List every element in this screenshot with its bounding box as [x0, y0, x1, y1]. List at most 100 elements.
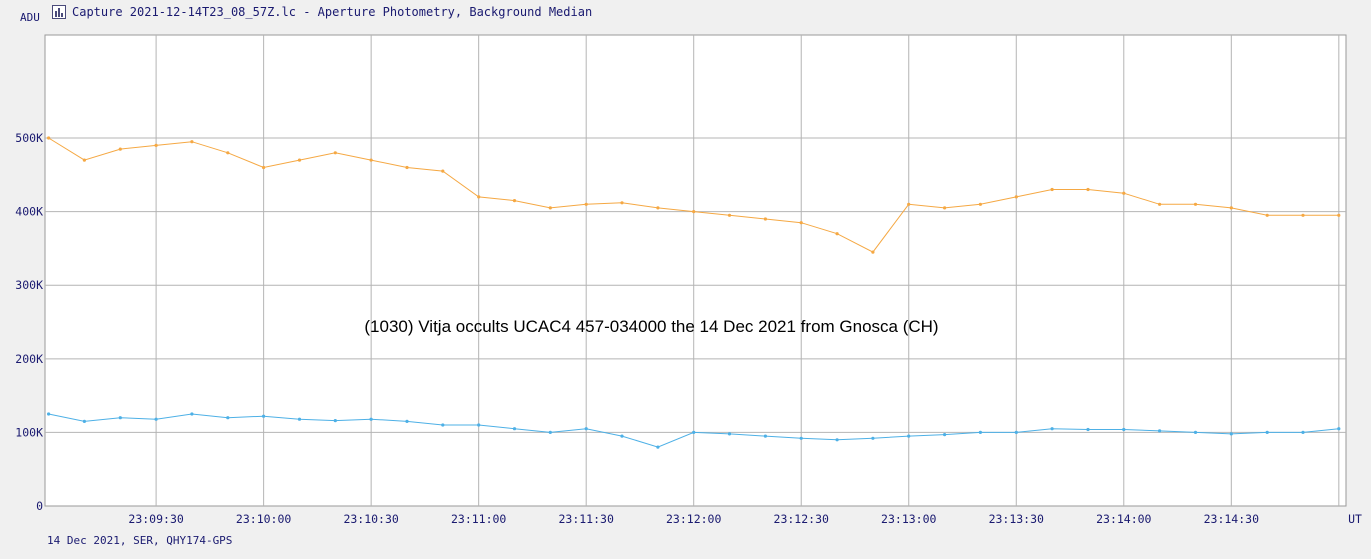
- data-point: [333, 151, 337, 155]
- chart-icon[interactable]: [52, 5, 66, 19]
- data-point: [1265, 430, 1269, 434]
- data-point: [548, 430, 552, 434]
- data-point: [763, 434, 768, 438]
- data-point: [262, 414, 266, 418]
- data-point: [405, 165, 409, 170]
- y-ticks: 0 100K 200K 300K 400K 500K: [15, 131, 43, 513]
- data-point: [1301, 213, 1305, 217]
- data-point: [441, 423, 445, 427]
- data-point: [82, 419, 86, 423]
- data-point: [727, 432, 732, 436]
- data-point: [799, 436, 803, 440]
- data-point: [978, 202, 983, 206]
- data-point: [656, 445, 660, 449]
- data-point: [799, 221, 803, 225]
- data-point: [47, 136, 51, 140]
- data-point: [441, 169, 445, 173]
- x-tick-label: 23:09:30: [128, 512, 183, 526]
- data-point: [1337, 427, 1341, 431]
- data-point: [154, 417, 158, 421]
- x-axis-label: UT: [1348, 512, 1362, 526]
- data-point: [1122, 427, 1126, 432]
- y-tick-label: 200K: [15, 352, 43, 366]
- data-point: [871, 436, 875, 440]
- data-point: [1337, 213, 1341, 217]
- data-point: [692, 430, 696, 434]
- data-point: [47, 412, 51, 416]
- x-tick-label: 23:10:00: [236, 512, 291, 526]
- data-point: [118, 416, 122, 420]
- footer-info: 14 Dec 2021, SER, QHY174-GPS: [47, 534, 233, 547]
- x-tick-label: 23:12:30: [774, 512, 829, 526]
- x-ticks: 23:09:30 23:10:00 23:10:30 23:11:00 23:11:30…: [128, 512, 1259, 526]
- data-point: [1229, 206, 1233, 210]
- x-tick-label: 23:13:00: [881, 512, 936, 526]
- data-point: [512, 199, 517, 203]
- data-point: [333, 419, 337, 423]
- data-point: [1265, 213, 1269, 217]
- y-tick-label: 400K: [15, 205, 43, 219]
- x-tick-label: 23:14:00: [1096, 512, 1151, 526]
- data-point: [190, 412, 194, 416]
- data-point: [190, 140, 194, 144]
- y-tick-label: 300K: [15, 278, 43, 292]
- data-point: [1014, 430, 1018, 434]
- data-point: [262, 165, 266, 170]
- data-point: [656, 206, 660, 210]
- data-point: [1301, 430, 1305, 434]
- y-axis-label: ADU: [20, 11, 40, 24]
- data-point: [620, 434, 624, 438]
- data-point: [763, 217, 768, 221]
- data-point: [692, 210, 696, 214]
- x-tick-label: 23:11:30: [558, 512, 613, 526]
- data-point: [369, 158, 373, 162]
- data-point: [118, 147, 122, 151]
- data-point: [297, 417, 302, 421]
- chart-annotation: (1030) Vitja occults UCAC4 457-034000 th…: [364, 317, 938, 336]
- data-point: [477, 195, 481, 199]
- data-point: [727, 213, 732, 217]
- data-point: [978, 430, 983, 434]
- y-tick-label: 500K: [15, 131, 43, 145]
- data-point: [154, 143, 158, 147]
- x-tick-label: 23:12:00: [666, 512, 721, 526]
- grid: [45, 35, 1346, 506]
- data-point: [1014, 195, 1018, 199]
- data-point: [1158, 429, 1162, 433]
- data-point: [620, 201, 624, 205]
- data-point: [907, 202, 911, 206]
- data-point: [943, 433, 947, 437]
- window-title-bar: Capture 2021-12-14T23_08_57Z.lc - Apertu…: [52, 2, 592, 22]
- data-point: [943, 206, 947, 210]
- data-point: [1193, 430, 1198, 434]
- data-point: [226, 151, 230, 155]
- data-point: [297, 158, 302, 162]
- series: [47, 136, 1341, 449]
- data-point: [584, 202, 588, 206]
- data-point: [1158, 202, 1162, 206]
- data-point: [835, 232, 839, 236]
- x-tick-label: 23:11:00: [451, 512, 506, 526]
- x-tick-label: 23:13:30: [989, 512, 1044, 526]
- x-tick-label: 23:10:30: [343, 512, 398, 526]
- data-point: [369, 417, 373, 421]
- plot-area: [44, 34, 1347, 507]
- data-point: [584, 427, 588, 431]
- data-point: [477, 423, 481, 427]
- data-point: [226, 416, 230, 420]
- y-tick-label: 100K: [15, 425, 43, 439]
- data-point: [1193, 202, 1198, 206]
- data-point: [405, 419, 409, 423]
- data-point: [1086, 427, 1090, 432]
- data-point: [907, 434, 911, 438]
- data-point: [82, 158, 86, 162]
- data-point: [1229, 432, 1233, 436]
- x-tick-label: 23:14:30: [1204, 512, 1259, 526]
- data-point: [835, 438, 839, 442]
- data-point: [548, 206, 552, 210]
- y-tick-label: 0: [36, 499, 43, 513]
- data-point: [1086, 187, 1090, 192]
- data-point: [871, 250, 875, 254]
- window-title: Capture 2021-12-14T23_08_57Z.lc - Apertu…: [72, 5, 593, 19]
